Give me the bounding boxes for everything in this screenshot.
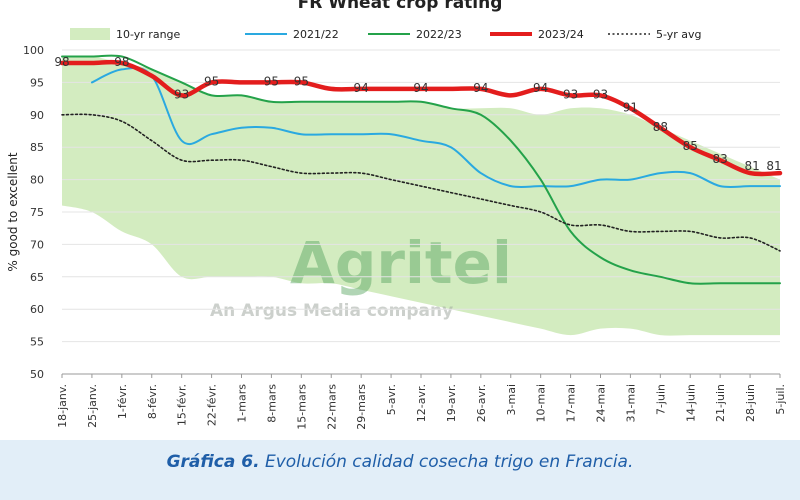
data-label: 83 [713, 152, 728, 166]
data-label: 93 [563, 87, 578, 101]
x-tick-label: 8-févr. [146, 384, 159, 419]
caption-prefix: Gráfica 6. [166, 452, 260, 472]
series-5-yr-avg-line [61, 113, 781, 252]
watermark-logo: Agritel [290, 229, 512, 297]
legend-item: 2022/23 [368, 28, 462, 41]
series-2023-24-line [59, 59, 783, 177]
legend-item: 5-yr avg [608, 28, 702, 41]
x-tick-label: 10-mai [535, 384, 548, 422]
legend-swatch [70, 28, 110, 40]
x-tick-label: 8-mars [265, 384, 278, 423]
x-tick-label: 19-avr. [445, 384, 458, 422]
y-tick-label: 90 [30, 109, 44, 122]
y-tick-label: 95 [30, 76, 44, 89]
x-tick-label: 29-mars [355, 384, 368, 430]
x-tick-label: 12-avr. [415, 384, 428, 422]
watermark-tagline: An Argus Media company [210, 301, 453, 321]
x-tick-label: 31-mai [624, 384, 637, 422]
series-lines [59, 54, 783, 285]
data-label: 94 [533, 81, 548, 95]
data-label: 94 [354, 81, 369, 95]
data-label: 93 [174, 87, 189, 101]
legend-item: 2023/24 [490, 28, 584, 41]
y-axis-ticks: 50 55 60 65 70 75 80 85 90 95 100 [23, 44, 44, 381]
y-tick-label: 80 [30, 174, 44, 187]
x-tick-label: 28-juin [744, 384, 757, 422]
wheat-crop-rating-chart: FR Wheat crop rating 10-yr range 2021/22 2… [6, 0, 787, 430]
x-tick-label: 21-juin [714, 384, 727, 422]
y-tick-label: 55 [30, 336, 44, 349]
data-label: 88 [653, 120, 668, 134]
chart-title: FR Wheat crop rating [298, 0, 503, 13]
x-axis-ticks: 18-janv. 25-janv. 1-févr. 8-févr. 15-févr. 22… [56, 374, 787, 430]
x-tick-label: 24-mai [595, 384, 608, 422]
range-area [62, 56, 780, 336]
y-tick-label: 60 [30, 303, 44, 316]
data-label: 94 [413, 81, 428, 95]
x-tick-label: 25-janv. [86, 384, 99, 428]
series-2021-22-line [90, 66, 781, 189]
range-band [62, 56, 780, 336]
legend-label: 10-yr range [116, 28, 181, 41]
x-tick-label: 1-mars [236, 384, 249, 423]
x-tick-label: 5-juil. [774, 384, 787, 415]
series-2022-23-line [61, 54, 781, 285]
legend-item: 10-yr range [70, 28, 181, 41]
x-tick-label: 14-juin [684, 384, 697, 422]
x-tick-label: 15-févr. [176, 384, 189, 426]
x-tick-label: 22-févr. [206, 384, 219, 426]
agritel-watermark: Agritel An Argus Media company [210, 229, 512, 321]
data-label: 94 [473, 81, 488, 95]
data-label: 93 [593, 87, 608, 101]
y-tick-label: 50 [30, 368, 44, 381]
data-label: 95 [204, 74, 219, 88]
x-tick-label: 18-janv. [56, 384, 69, 428]
figure-caption: Gráfica 6. Evolución calidad cosecha tri… [0, 452, 800, 472]
data-label: 98 [54, 55, 69, 69]
y-tick-label: 70 [30, 238, 44, 251]
y-axis-label: % good to excellent [6, 152, 20, 272]
data-label: 81 [744, 159, 759, 173]
data-label: 91 [623, 100, 638, 114]
x-tick-label: 26-avr. [475, 384, 488, 422]
x-tick-label: 5-avr. [385, 384, 398, 415]
y-tick-label: 65 [30, 271, 44, 284]
x-tick-label: 17-mai [565, 384, 578, 422]
data-label: 98 [114, 55, 129, 69]
legend-label: 2022/23 [416, 28, 462, 41]
x-tick-label: 3-mai [505, 384, 518, 415]
data-label: 85 [683, 139, 698, 153]
data-label: 95 [294, 74, 309, 88]
x-tick-label: 1-févr. [116, 384, 129, 419]
caption-text: Evolución calidad cosecha trigo en Franc… [259, 452, 634, 472]
legend-label: 2021/22 [293, 28, 339, 41]
legend-item: 2021/22 [245, 28, 339, 41]
data-labels: 98 98 93 95 95 95 94 94 94 94 93 93 91 88 85 83 81 81 [54, 55, 781, 173]
data-label: 81 [766, 159, 781, 173]
y-tick-label: 100 [23, 44, 44, 57]
x-tick-label: 15-mars [295, 384, 308, 430]
caption-bar [0, 440, 800, 500]
legend-label: 5-yr avg [656, 28, 702, 41]
y-tick-label: 85 [30, 141, 44, 154]
data-label: 95 [264, 74, 279, 88]
y-tick-label: 75 [30, 206, 44, 219]
legend: 10-yr range 2021/22 2022/23 2023/24 5-yr avg [70, 28, 702, 41]
x-tick-label: 7-juin [654, 384, 667, 415]
x-tick-label: 22-mars [325, 384, 338, 430]
legend-label: 2023/24 [538, 28, 584, 41]
